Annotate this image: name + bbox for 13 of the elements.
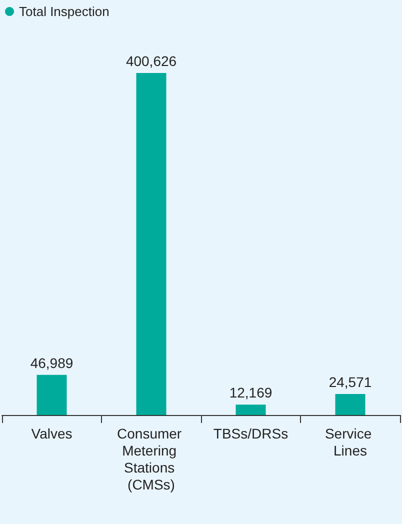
x-tick-label: TBSs/DRSs	[213, 426, 288, 442]
data-label: 46,989	[30, 354, 74, 371]
data-label: 24,571	[328, 374, 372, 390]
x-tick-label: Valves	[31, 426, 72, 442]
x-tick-label: Consumer Metering Stations (CMSs)	[117, 426, 186, 492]
bar	[236, 404, 266, 415]
bar	[136, 73, 166, 415]
x-tick-label: Service Lines	[324, 426, 376, 458]
bar	[335, 394, 366, 415]
data-label: 12,169	[229, 384, 272, 401]
data-label: 400,626	[126, 53, 177, 69]
bar	[36, 374, 67, 415]
legend-label: Total Inspection	[19, 4, 110, 19]
